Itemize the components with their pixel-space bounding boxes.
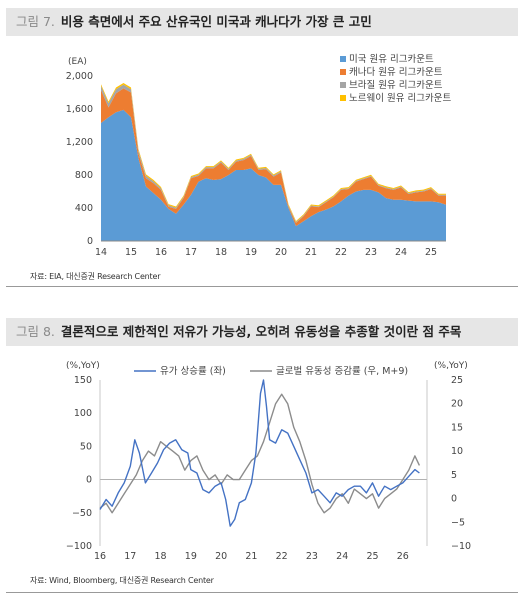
y-tick-label: 1,600 — [66, 104, 93, 115]
left-y-tick-label: −100 — [66, 541, 92, 552]
x-tick-label: 17 — [185, 247, 197, 258]
right-y-tick-label: 5 — [451, 470, 457, 481]
right-axis-unit-label: (%,YoY) — [434, 361, 468, 371]
area-series-2 — [101, 88, 446, 227]
x-tick-label: 23 — [365, 247, 377, 258]
legend-label: 미국 원유 리그카운트 — [349, 54, 434, 65]
y-tick-label: 400 — [75, 203, 93, 214]
x-tick-label: 14 — [95, 247, 107, 258]
figure1-divider — [6, 286, 518, 287]
figure2-divider — [6, 592, 518, 593]
x-tick-label: 20 — [275, 247, 287, 258]
figure2-number: 그림 8. — [16, 324, 55, 339]
right-y-tick-label: 0 — [451, 494, 457, 505]
figure2-source: 자료: Wind, Bloomberg, 대신증권 Research Cente… — [30, 576, 214, 585]
x-tick-label: 15 — [125, 247, 137, 258]
y-tick-label: 1,200 — [66, 137, 93, 148]
right-y-tick-label: 25 — [451, 375, 463, 386]
x-tick-label: 16 — [94, 551, 106, 562]
x-tick-label: 17 — [124, 551, 136, 562]
x-tick-label: 19 — [245, 247, 257, 258]
right-y-tick-label: 10 — [451, 446, 463, 457]
legend-swatch — [340, 56, 346, 62]
x-tick-label: 21 — [305, 247, 317, 258]
legend-swatch — [340, 82, 346, 88]
legend-label: 글로벌 유동성 증감률 (우, M+9) — [276, 365, 408, 377]
figure2-title-bar: 그림 8. 결론적으로 제한적인 저유가 가능성, 오히려 유동성을 추종할 것이… — [6, 318, 518, 346]
x-tick-label: 16 — [155, 247, 167, 258]
legend-label: 캐나다 원유 리그카운트 — [349, 67, 443, 78]
x-tick-label: 26 — [397, 551, 409, 562]
left-y-tick-label: 100 — [74, 408, 92, 419]
x-tick-label: 18 — [215, 247, 227, 258]
left-y-tick-label: −50 — [72, 508, 92, 519]
right-y-tick-label: 15 — [451, 422, 463, 433]
x-tick-label: 22 — [335, 247, 347, 258]
legend-label: 유가 상승률 (좌) — [160, 366, 226, 377]
figure1-title: 비용 측면에서 주요 산유국인 미국과 캐나다가 가장 큰 고민 — [60, 14, 372, 29]
area-series-1 — [101, 109, 446, 241]
figure2-title: 결론적으로 제한적인 저유가 가능성, 오히려 유동성을 추종할 것이란 점 주… — [60, 324, 462, 339]
y-tick-label: 2,000 — [66, 71, 93, 82]
x-tick-label: 19 — [185, 551, 197, 562]
left-y-tick-label: 50 — [80, 441, 92, 452]
x-tick-label: 22 — [276, 551, 288, 562]
legend-swatch — [340, 95, 346, 101]
y-tick-label: 800 — [75, 170, 93, 181]
y-tick-label: 0 — [87, 236, 93, 247]
legend-label: 브라질 원유 리그카운트 — [349, 79, 443, 91]
x-tick-label: 24 — [336, 551, 348, 562]
figure1-source: 자료: EIA, 대신증권 Research Center — [30, 272, 161, 281]
oil-rig-count-chart: (EA) 0 400 800 1,200 1,600 2,000 14 15 16 17 18 19 20… — [66, 54, 452, 258]
x-tick-label: 21 — [245, 551, 257, 562]
line-series-1 — [99, 379, 420, 527]
right-y-tick-label: −5 — [451, 517, 465, 528]
right-y-tick-label: 20 — [451, 399, 463, 410]
figure1-number: 그림 7. — [16, 14, 55, 29]
legend-label: 노르웨이 원유 리그카운트 — [349, 92, 451, 104]
right-y-tick-label: −10 — [451, 541, 471, 552]
x-tick-label: 20 — [215, 551, 227, 562]
figure1-title-bar: 그림 7. 비용 측면에서 주요 산유국인 미국과 캐나다가 가장 큰 고민 — [6, 8, 518, 36]
x-tick-label: 25 — [425, 247, 437, 258]
legend-swatch — [340, 69, 346, 75]
y-axis-unit-label: (EA) — [68, 57, 87, 67]
left-y-tick-label: 0 — [86, 475, 92, 486]
x-tick-label: 24 — [395, 247, 407, 258]
x-tick-label: 23 — [306, 551, 318, 562]
x-tick-label: 18 — [155, 551, 167, 562]
left-y-tick-label: 150 — [74, 375, 92, 386]
line-series-2 — [99, 393, 421, 514]
left-axis-unit-label: (%,YoY) — [66, 361, 100, 371]
x-tick-label: 25 — [366, 551, 378, 562]
